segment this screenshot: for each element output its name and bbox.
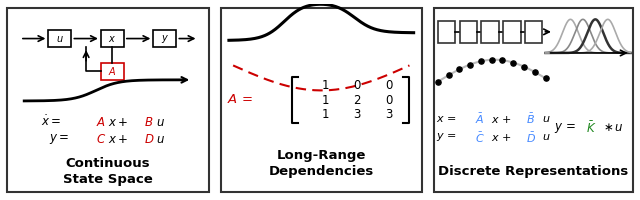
Text: $A\,=$: $A\,=$ (227, 93, 253, 106)
FancyBboxPatch shape (503, 21, 521, 43)
Text: $\bar{D}$: $\bar{D}$ (526, 130, 536, 145)
Text: $\bar{A}$: $\bar{A}$ (475, 112, 484, 126)
Point (444, 74, 454, 77)
Point (508, 61, 518, 64)
Text: 0: 0 (353, 79, 361, 92)
Text: 3: 3 (385, 108, 392, 121)
Point (486, 58, 497, 61)
Point (454, 68, 465, 71)
Point (497, 59, 508, 62)
FancyBboxPatch shape (481, 21, 499, 43)
Point (465, 63, 476, 66)
Point (540, 77, 550, 80)
Text: $\dot{x} = $: $\dot{x} = $ (41, 115, 61, 129)
Text: $u$: $u$ (543, 132, 551, 142)
FancyBboxPatch shape (49, 30, 72, 47)
Text: 2: 2 (353, 94, 361, 106)
FancyBboxPatch shape (101, 30, 124, 47)
Text: $x$: $x$ (108, 34, 116, 44)
FancyBboxPatch shape (525, 21, 543, 43)
FancyBboxPatch shape (154, 30, 177, 47)
Text: 0: 0 (385, 94, 392, 106)
Text: 1: 1 (322, 79, 329, 92)
Text: $u$: $u$ (543, 114, 551, 124)
Text: $\bar{K}$: $\bar{K}$ (586, 120, 596, 136)
Text: $x + $: $x + $ (108, 116, 129, 129)
Text: $y\,=\,$: $y\,=\,$ (554, 121, 576, 135)
Text: $B$: $B$ (144, 116, 153, 129)
Text: $A$: $A$ (95, 116, 106, 129)
Text: 1: 1 (322, 94, 329, 106)
FancyBboxPatch shape (438, 21, 456, 43)
FancyBboxPatch shape (433, 8, 633, 192)
Text: $y = $: $y = $ (49, 132, 70, 146)
Point (433, 80, 443, 83)
Text: $u$: $u$ (156, 133, 165, 146)
FancyBboxPatch shape (8, 8, 209, 192)
Text: $C$: $C$ (95, 133, 106, 146)
Text: $x + $: $x + $ (108, 133, 129, 146)
Text: 0: 0 (385, 79, 392, 92)
FancyBboxPatch shape (460, 21, 477, 43)
Text: $x\,=\,$: $x\,=\,$ (436, 114, 457, 124)
Text: $\bar{B}$: $\bar{B}$ (526, 112, 535, 126)
Text: Discrete Representations: Discrete Representations (438, 165, 628, 178)
FancyBboxPatch shape (101, 63, 124, 80)
Point (519, 65, 529, 68)
Text: $x\,+\,$: $x\,+\,$ (491, 132, 511, 143)
Text: Continuous
State Space: Continuous State Space (63, 157, 153, 186)
FancyBboxPatch shape (221, 8, 422, 192)
Text: $D$: $D$ (144, 133, 154, 146)
Text: $u$: $u$ (156, 116, 165, 129)
Text: $y\,=\,$: $y\,=\,$ (436, 131, 457, 143)
Text: $A$: $A$ (108, 65, 116, 77)
Text: 1: 1 (322, 108, 329, 121)
Text: 3: 3 (353, 108, 361, 121)
Point (530, 70, 540, 74)
Text: Long-Range
Dependencies: Long-Range Dependencies (269, 149, 374, 178)
Point (476, 60, 486, 63)
Text: $\ast\,u$: $\ast\,u$ (603, 121, 623, 134)
Text: $x\,+\,$: $x\,+\,$ (491, 114, 511, 125)
Text: $u$: $u$ (56, 34, 64, 44)
Text: $y$: $y$ (161, 33, 169, 45)
Text: $\bar{C}$: $\bar{C}$ (475, 130, 484, 145)
